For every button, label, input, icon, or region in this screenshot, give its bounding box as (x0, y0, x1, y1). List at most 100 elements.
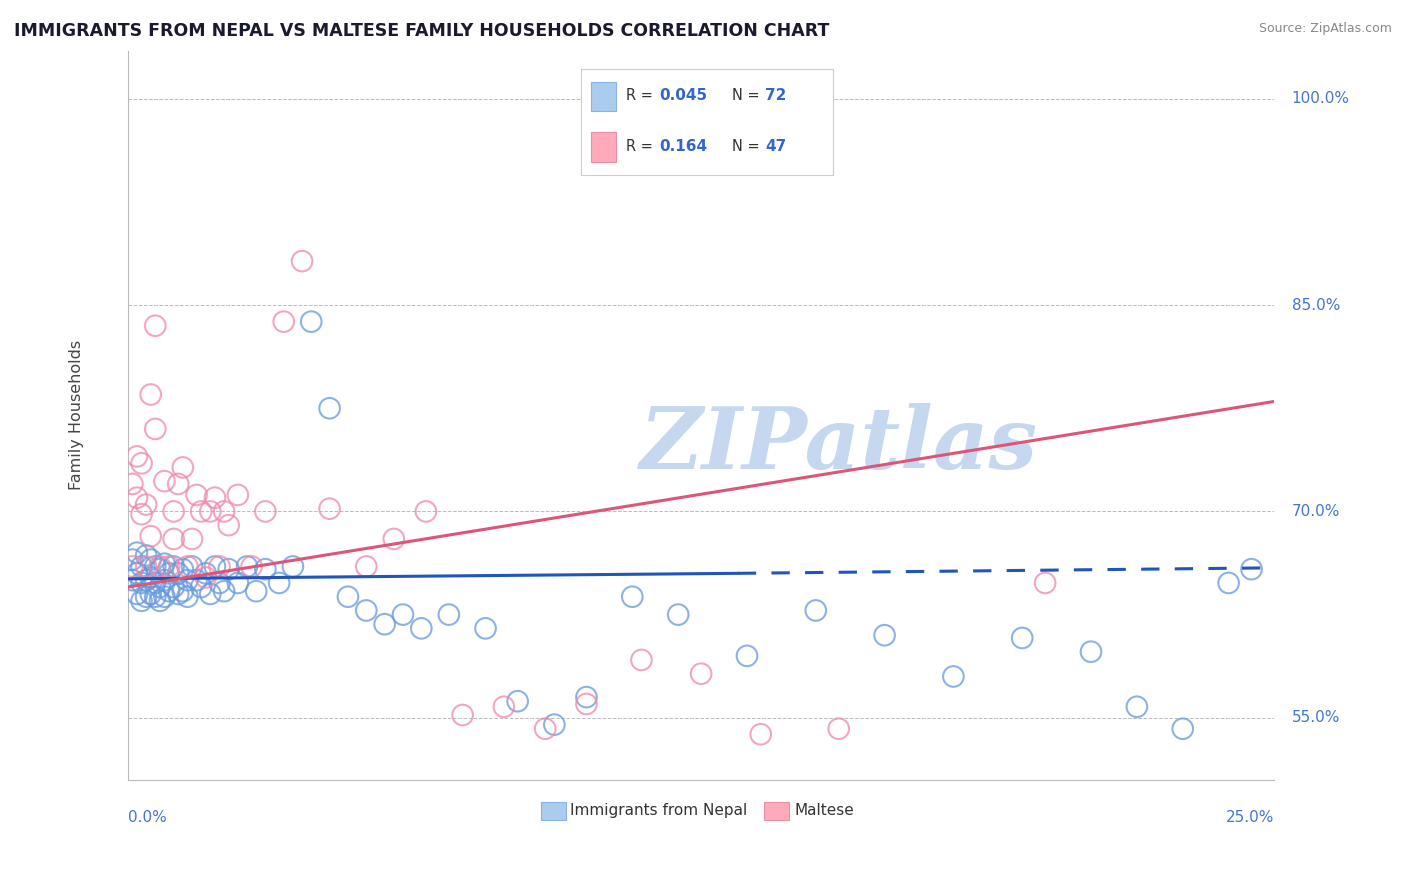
Point (139, 529, 162, 543)
Point (143, 576, 166, 591)
Point (1171, 722, 1194, 736)
Point (157, 566, 180, 581)
Point (163, 504, 186, 518)
Point (131, 576, 153, 591)
Text: 70.0%: 70.0% (1292, 504, 1340, 519)
Point (121, 559, 143, 574)
Point (575, 690, 598, 705)
Text: Maltese: Maltese (794, 804, 853, 819)
Point (143, 422, 166, 436)
Point (254, 504, 277, 518)
Point (543, 717, 565, 731)
Point (1080, 645, 1102, 659)
Point (143, 318, 166, 333)
Point (226, 576, 249, 591)
Point (1033, 576, 1056, 591)
Bar (540, 802, 565, 820)
Point (212, 504, 235, 518)
Point (291, 254, 314, 268)
Text: 100.0%: 100.0% (1292, 91, 1350, 106)
Point (153, 557, 176, 571)
Point (254, 562, 277, 576)
Point (121, 477, 143, 491)
Point (204, 491, 226, 505)
Point (374, 617, 396, 632)
Point (415, 504, 437, 518)
Point (125, 587, 148, 601)
Point (873, 628, 896, 642)
Point (666, 607, 689, 622)
Point (318, 501, 340, 516)
Point (172, 584, 194, 599)
Point (190, 504, 212, 518)
Point (534, 722, 557, 736)
Text: IMMIGRANTS FROM NEPAL VS MALTESE FAMILY HOUSEHOLDS CORRELATION CHART: IMMIGRANTS FROM NEPAL VS MALTESE FAMILY … (14, 22, 830, 40)
Point (153, 474, 176, 488)
Point (149, 562, 172, 576)
Point (218, 562, 240, 576)
Point (131, 594, 153, 608)
Point (181, 532, 204, 546)
Point (382, 532, 405, 546)
Point (163, 580, 186, 594)
Point (828, 722, 851, 736)
Point (163, 559, 186, 574)
Point (186, 488, 208, 502)
Point (139, 570, 162, 584)
Point (139, 552, 162, 566)
Point (804, 603, 827, 617)
Point (131, 507, 153, 521)
Point (506, 694, 529, 708)
Point (176, 573, 198, 587)
Point (135, 498, 157, 512)
Bar (765, 802, 789, 820)
Point (356, 559, 378, 574)
Point (226, 488, 249, 502)
Point (194, 570, 217, 584)
Point (575, 697, 598, 711)
Point (131, 456, 153, 470)
Point (411, 621, 433, 635)
Text: Family Households: Family Households (69, 340, 84, 491)
Point (245, 584, 267, 599)
Point (318, 401, 340, 416)
Point (135, 590, 157, 604)
Text: 25.0%: 25.0% (1226, 810, 1274, 825)
Point (1126, 699, 1149, 714)
Point (157, 559, 180, 574)
Point (125, 546, 148, 560)
Text: ZIPatlas: ZIPatlas (640, 402, 1038, 486)
Point (149, 559, 172, 574)
Point (735, 648, 758, 663)
Point (139, 587, 162, 601)
Point (186, 573, 208, 587)
Point (157, 584, 180, 599)
Point (630, 653, 652, 667)
Text: 55.0%: 55.0% (1292, 710, 1340, 725)
Point (135, 559, 157, 574)
Point (153, 590, 176, 604)
Point (143, 590, 166, 604)
Point (1011, 631, 1033, 645)
Point (356, 603, 378, 617)
Point (125, 566, 148, 581)
Point (176, 559, 198, 574)
Point (135, 549, 157, 563)
Point (200, 504, 222, 518)
Point (240, 559, 263, 574)
Point (163, 532, 186, 546)
Point (1240, 562, 1263, 576)
Point (131, 559, 153, 574)
Point (172, 562, 194, 576)
Point (1218, 576, 1240, 591)
Point (121, 573, 143, 587)
Point (336, 590, 359, 604)
Text: Immigrants from Nepal: Immigrants from Nepal (571, 804, 748, 819)
Point (204, 559, 226, 574)
Point (176, 590, 198, 604)
Point (153, 573, 176, 587)
Point (125, 450, 148, 464)
Text: Source: ZipAtlas.com: Source: ZipAtlas.com (1258, 22, 1392, 36)
Point (621, 590, 644, 604)
Point (208, 559, 231, 574)
